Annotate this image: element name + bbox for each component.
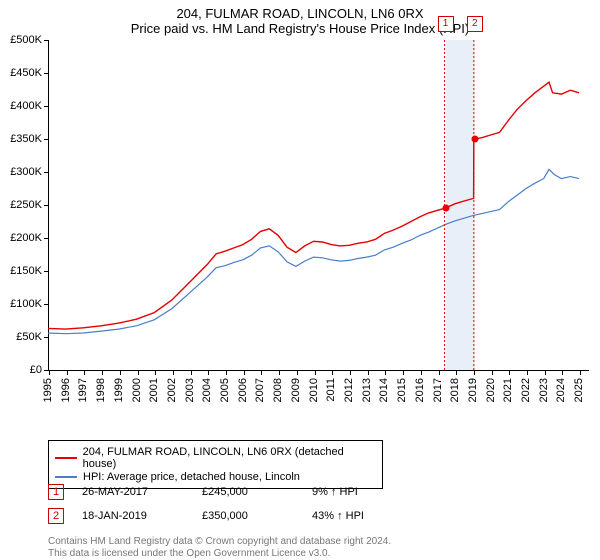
x-tick-label: 2017 — [432, 378, 444, 418]
sale-price: £350,000 — [202, 510, 312, 522]
legend-row: 204, FULMAR ROAD, LINCOLN, LN6 0RX (deta… — [55, 446, 376, 470]
chart-subtitle: Price paid vs. HM Land Registry's House … — [0, 21, 600, 40]
x-tick-label: 2009 — [290, 378, 302, 418]
legend-label: 204, FULMAR ROAD, LINCOLN, LN6 0RX (deta… — [83, 446, 376, 470]
y-tick-label: £450K — [10, 67, 42, 79]
sale-marker-box: 2 — [467, 16, 483, 32]
y-tick-label: £350K — [10, 133, 42, 145]
x-tick-label: 1998 — [95, 378, 107, 418]
x-tick-label: 1995 — [42, 378, 54, 418]
x-tick-label: 2020 — [485, 378, 497, 418]
x-tick-label: 2004 — [201, 378, 213, 418]
x-tick-label: 2013 — [361, 378, 373, 418]
sale-delta: 43% ↑ HPI — [312, 510, 364, 522]
x-tick-label: 1996 — [60, 378, 72, 418]
x-tick-label: 2015 — [396, 378, 408, 418]
sale-marker-2-icon: 2 — [48, 508, 64, 524]
y-tick-label: £400K — [10, 100, 42, 112]
attribution-line1: Contains HM Land Registry data © Crown c… — [48, 536, 391, 548]
x-tick-label: 2021 — [502, 378, 514, 418]
x-tick-label: 2008 — [272, 378, 284, 418]
x-tick-label: 2005 — [219, 378, 231, 418]
sale-row-1: 1 26-MAY-2017 £245,000 9% ↑ HPI — [48, 484, 358, 500]
x-tick-label: 2001 — [148, 378, 160, 418]
y-tick-label: £0 — [30, 364, 42, 376]
x-tick-label: 2025 — [573, 378, 585, 418]
x-tick-label: 2022 — [520, 378, 532, 418]
y-tick-label: £500K — [10, 34, 42, 46]
sale-marker-1-icon: 1 — [48, 484, 64, 500]
x-tick-label: 2023 — [538, 378, 550, 418]
legend-label: HPI: Average price, detached house, Linc… — [83, 471, 300, 483]
x-tick-label: 2007 — [254, 378, 266, 418]
x-tick-label: 2006 — [237, 378, 249, 418]
sale-row-2: 2 18-JAN-2019 £350,000 43% ↑ HPI — [48, 508, 364, 524]
x-tick-label: 2010 — [308, 378, 320, 418]
series-property — [48, 82, 579, 329]
x-tick-label: 2024 — [555, 378, 567, 418]
y-tick-label: £100K — [10, 298, 42, 310]
sale-delta: 9% ↑ HPI — [312, 486, 358, 498]
x-tick-label: 1997 — [77, 378, 89, 418]
legend-swatch-icon — [55, 476, 77, 478]
y-tick-label: £250K — [10, 199, 42, 211]
x-tick-label: 2000 — [131, 378, 143, 418]
sale-marker-box: 1 — [438, 16, 454, 32]
x-tick-label: 1999 — [113, 378, 125, 418]
y-tick-label: £50K — [16, 331, 42, 343]
x-tick-label: 2011 — [325, 378, 337, 418]
y-tick-label: £150K — [10, 265, 42, 277]
series-hpi — [48, 169, 579, 333]
chart-area: 12 £0£50K£100K£150K£200K£250K£300K£350K£… — [48, 40, 588, 398]
x-tick-label: 2002 — [166, 378, 178, 418]
legend-row: HPI: Average price, detached house, Linc… — [55, 471, 376, 483]
sale-date: 26-MAY-2017 — [82, 486, 202, 498]
legend-swatch-icon — [55, 457, 77, 459]
chart-title: 204, FULMAR ROAD, LINCOLN, LN6 0RX — [0, 0, 600, 21]
x-tick-label: 2019 — [467, 378, 479, 418]
sale-date: 18-JAN-2019 — [82, 510, 202, 522]
legend: 204, FULMAR ROAD, LINCOLN, LN6 0RX (deta… — [48, 440, 383, 489]
y-tick-label: £300K — [10, 166, 42, 178]
x-tick-label: 2018 — [449, 378, 461, 418]
attribution: Contains HM Land Registry data © Crown c… — [48, 536, 391, 559]
chart-lines — [48, 40, 588, 370]
x-tick-label: 2012 — [343, 378, 355, 418]
sale-price: £245,000 — [202, 486, 312, 498]
x-tick-label: 2014 — [378, 378, 390, 418]
x-tick-label: 2016 — [414, 378, 426, 418]
y-tick-label: £200K — [10, 232, 42, 244]
x-tick-label: 2003 — [184, 378, 196, 418]
attribution-line2: This data is licensed under the Open Gov… — [48, 548, 391, 560]
